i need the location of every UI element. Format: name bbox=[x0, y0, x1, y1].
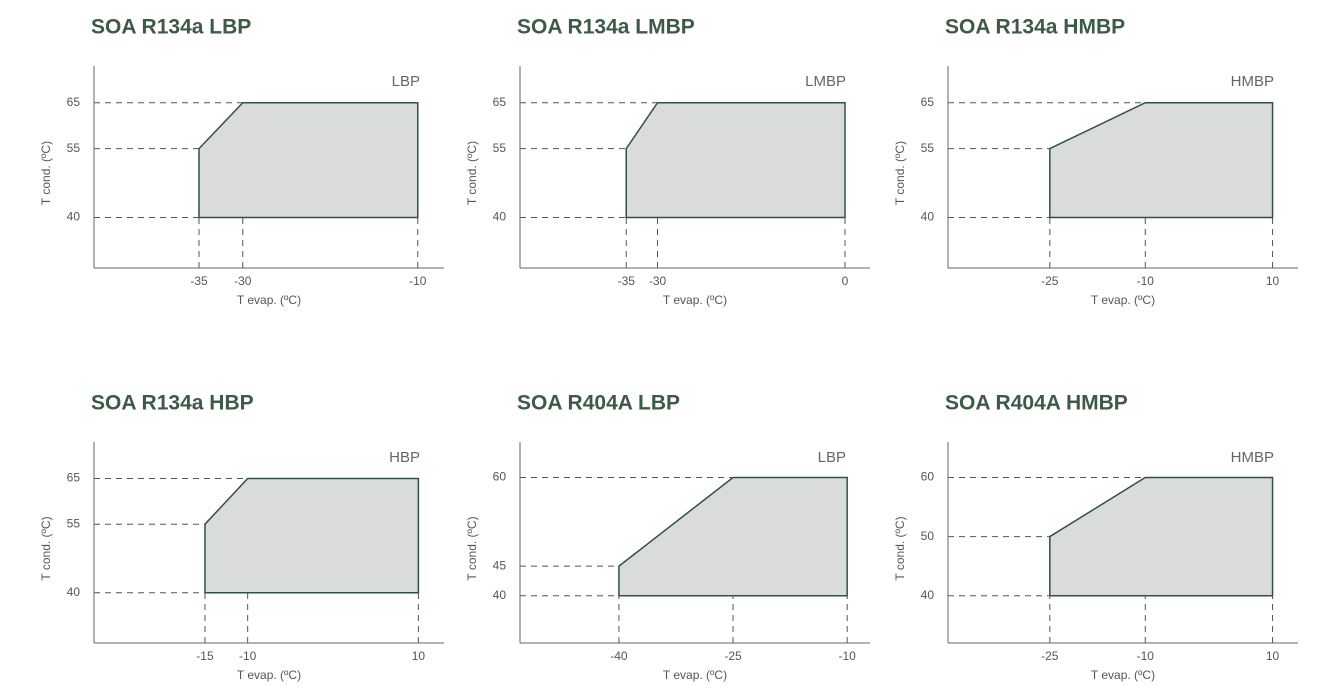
x-tick-label: -25 bbox=[724, 649, 742, 663]
x-tick-label: -25 bbox=[1041, 649, 1059, 663]
x-axis-label: T evap. (ºC) bbox=[1091, 293, 1155, 307]
x-tick-label: -10 bbox=[1137, 274, 1155, 288]
x-axis-label: T evap. (ºC) bbox=[663, 668, 727, 682]
y-tick-label: 55 bbox=[921, 141, 935, 155]
y-tick-label: 55 bbox=[67, 141, 81, 155]
x-tick-label: -40 bbox=[610, 649, 628, 663]
x-axis-label: T evap. (ºC) bbox=[237, 668, 301, 682]
y-tick-label: 40 bbox=[921, 588, 935, 602]
chart-title: SOA R404A HMBP bbox=[945, 392, 1128, 415]
envelope-label: LMBP bbox=[805, 73, 846, 90]
x-tick-label: 0 bbox=[842, 274, 849, 288]
y-tick-label: 65 bbox=[67, 471, 81, 485]
y-tick-label: 40 bbox=[493, 210, 507, 224]
x-tick-label: 10 bbox=[1266, 649, 1280, 663]
envelope bbox=[625, 101, 846, 219]
y-tick-label: 55 bbox=[67, 516, 81, 530]
chart-title: SOA R134a LBP bbox=[91, 16, 251, 39]
x-tick-label: -30 bbox=[649, 274, 667, 288]
envelope bbox=[204, 477, 420, 594]
chart-title: SOA R404A LBP bbox=[517, 392, 680, 415]
envelope-label: HMBP bbox=[1231, 73, 1274, 90]
x-tick-label: -10 bbox=[239, 649, 257, 663]
y-tick-label: 65 bbox=[67, 95, 81, 109]
y-axis-label: T cond. (ºC) bbox=[893, 516, 907, 580]
x-tick-label: 10 bbox=[412, 649, 426, 663]
chart-title: SOA R134a LMBP bbox=[517, 16, 695, 39]
y-tick-label: 60 bbox=[493, 470, 507, 484]
x-tick-label: -15 bbox=[196, 649, 214, 663]
y-tick-label: 40 bbox=[493, 588, 507, 602]
x-tick-label: -30 bbox=[234, 274, 252, 288]
x-tick-label: -10 bbox=[409, 274, 427, 288]
y-axis-label: T cond. (ºC) bbox=[893, 141, 907, 205]
envelope bbox=[1049, 101, 1274, 219]
y-tick-label: 65 bbox=[921, 95, 935, 109]
y-tick-label: 40 bbox=[67, 585, 81, 599]
y-tick-label: 50 bbox=[921, 529, 935, 543]
envelope-label: LBP bbox=[392, 73, 420, 90]
envelope-label: HMBP bbox=[1231, 449, 1274, 466]
x-axis-label: T evap. (ºC) bbox=[663, 293, 727, 307]
x-tick-label: -10 bbox=[839, 649, 857, 663]
chart-title: SOA R134a HMBP bbox=[945, 16, 1125, 39]
y-tick-label: 40 bbox=[921, 210, 935, 224]
y-tick-label: 45 bbox=[493, 558, 507, 572]
x-tick-label: -10 bbox=[1137, 649, 1155, 663]
x-axis-label: T evap. (ºC) bbox=[1091, 668, 1155, 682]
y-axis-label: T cond. (ºC) bbox=[465, 516, 479, 580]
y-axis-label: T cond. (ºC) bbox=[465, 141, 479, 205]
x-tick-label: -35 bbox=[190, 274, 208, 288]
y-tick-label: 55 bbox=[493, 141, 507, 155]
envelope bbox=[1049, 476, 1274, 597]
y-axis-label: T cond. (ºC) bbox=[39, 141, 53, 205]
y-tick-label: 40 bbox=[67, 210, 81, 224]
x-tick-label: -35 bbox=[618, 274, 636, 288]
y-tick-label: 60 bbox=[921, 470, 935, 484]
y-tick-label: 65 bbox=[493, 95, 507, 109]
envelope-label: HBP bbox=[389, 449, 420, 466]
x-axis-label: T evap. (ºC) bbox=[237, 293, 301, 307]
envelope bbox=[618, 476, 848, 597]
envelope-label: LBP bbox=[818, 449, 846, 466]
x-tick-label: 10 bbox=[1266, 274, 1280, 288]
x-tick-label: -25 bbox=[1041, 274, 1059, 288]
y-axis-label: T cond. (ºC) bbox=[39, 516, 53, 580]
chart-title: SOA R134a HBP bbox=[91, 392, 254, 415]
envelope bbox=[198, 101, 419, 219]
